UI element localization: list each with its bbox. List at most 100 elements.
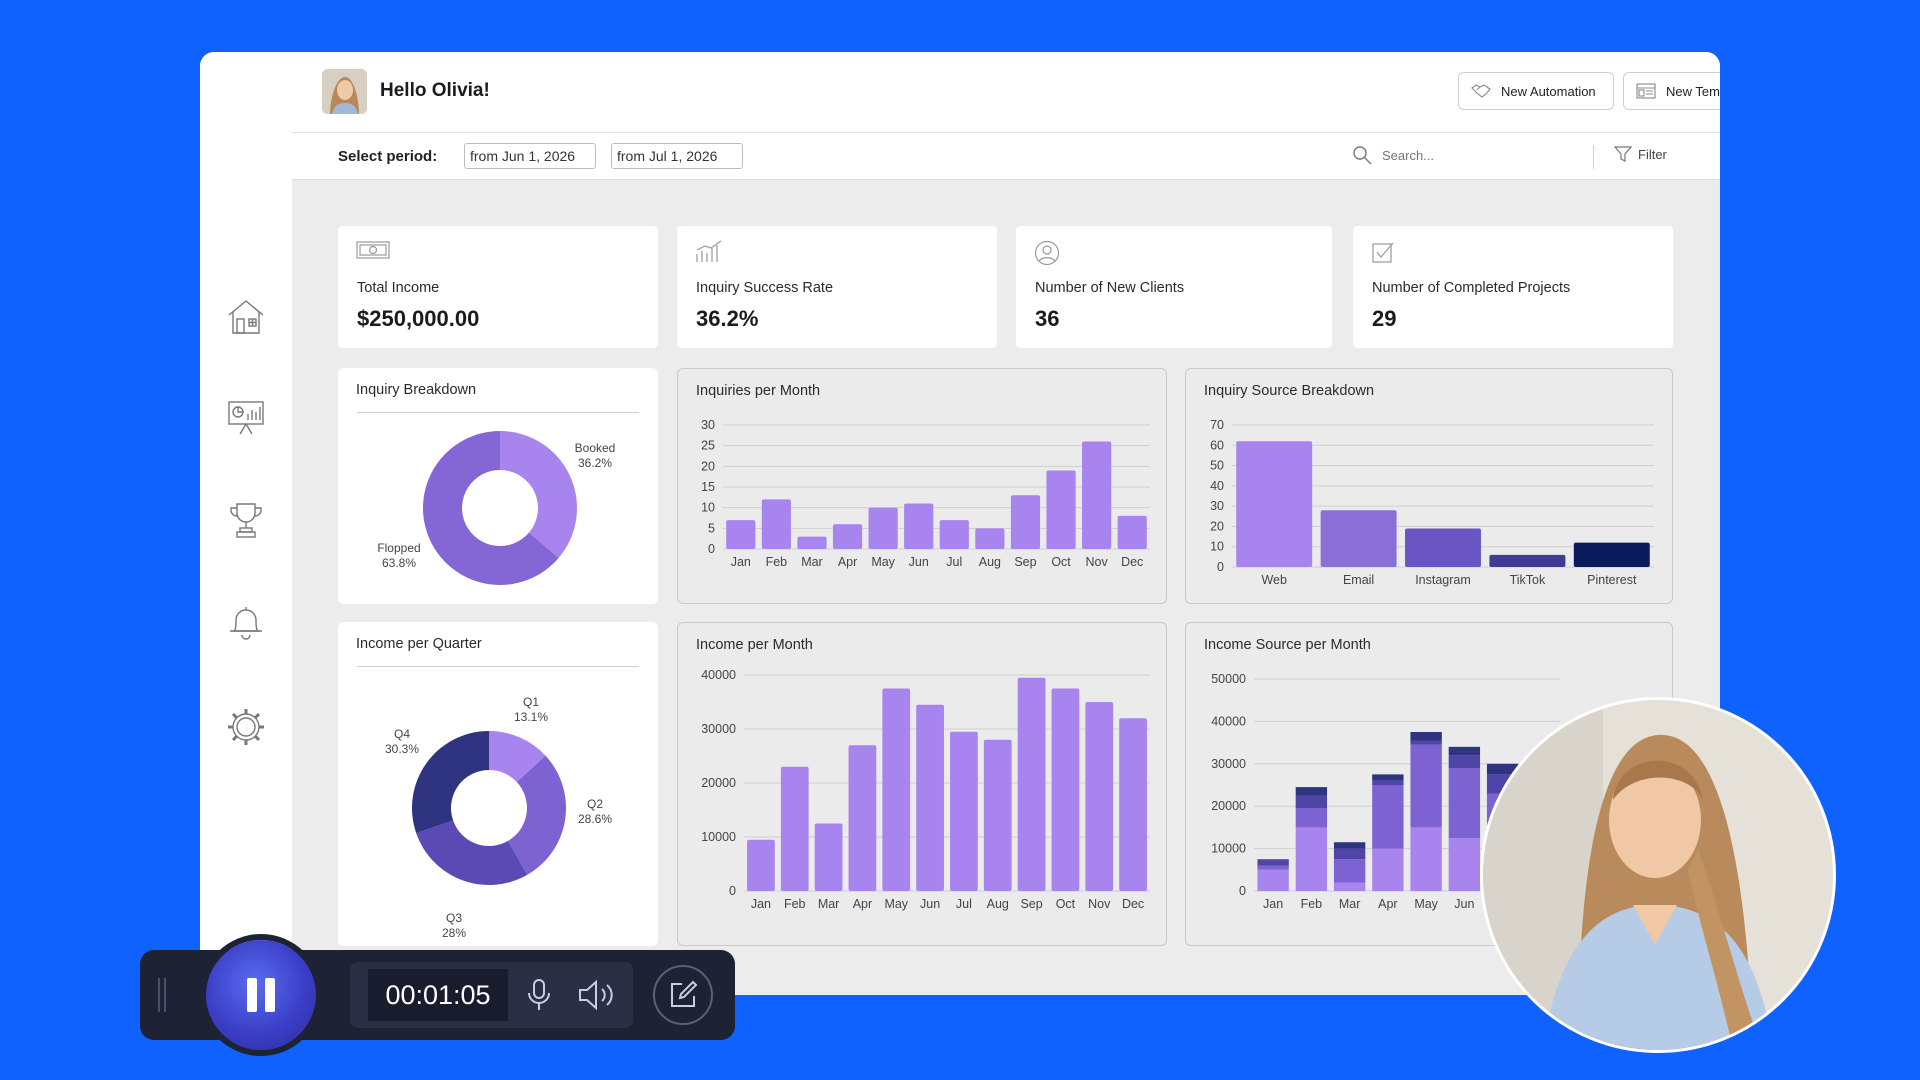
x-tick-label: Pinterest [1587,573,1637,587]
x-tick-label: Jun [920,897,940,911]
slice-value-label: 13.1% [514,710,548,724]
pie-slice [412,731,489,834]
bar [1117,515,1147,549]
bar [1082,441,1112,549]
new-template-button[interactable]: New Template [1623,72,1720,110]
x-tick-label: Jun [1454,897,1474,911]
slice-label: Q3 [446,911,462,925]
bar-segment [1257,859,1289,866]
y-tick-label: 10000 [701,830,736,844]
bar [1017,677,1046,891]
y-tick-label: 0 [1217,560,1224,574]
bar [1119,718,1147,891]
x-tick-label: Apr [838,555,857,569]
period-bar: Select period: Filter [292,133,1720,180]
x-tick-label: TikTok [1510,573,1546,587]
x-tick-label: Aug [987,897,1009,911]
y-tick-label: 20000 [701,776,736,790]
recorder-toolbar: 00:01:05 [140,940,735,1050]
y-tick-label: 20 [701,459,715,473]
y-tick-label: 10 [1210,540,1224,554]
x-tick-label: Feb [766,555,788,569]
x-tick-label: Jul [956,897,972,911]
annotate-button[interactable] [653,965,713,1025]
kpi-card-new-clients: Number of New Clients 36 [1016,226,1332,348]
y-tick-label: 25 [701,439,715,453]
bar-segment [1333,882,1366,891]
y-tick-label: 30 [1210,499,1224,513]
x-tick-label: Jan [751,897,771,911]
greeting: Hello Olivia! [380,80,490,101]
pause-button[interactable] [206,940,316,1050]
x-tick-label: Mar [1339,897,1361,911]
bar-segment [1372,848,1404,891]
filter-button[interactable]: Filter [1614,145,1667,163]
slice-label: Q2 [587,797,603,811]
kpi-label: Number of New Clients [1035,280,1185,296]
slice-label: Q4 [394,727,410,741]
y-tick-label: 5 [708,521,715,535]
gear-icon[interactable] [226,707,266,747]
kpi-label: Inquiry Success Rate [696,280,834,296]
y-tick-label: 20 [1210,519,1224,533]
filter-label: Filter [1638,146,1667,162]
presenter-image [1483,700,1833,1050]
search-box[interactable] [1352,145,1584,165]
x-tick-label: Sep [1014,555,1036,569]
money-icon [356,240,390,265]
y-tick-label: 40 [1210,479,1224,493]
bar [761,499,791,549]
period-label: Select period: [338,148,438,165]
x-tick-label: Mar [818,897,840,911]
chart-title: Inquiry Source Breakdown [1204,383,1375,399]
presentation-chart-icon[interactable] [226,398,266,438]
bar [1051,688,1080,891]
y-tick-label: 15 [701,480,715,494]
y-tick-label: 50 [1210,459,1224,473]
bar [726,520,756,549]
user-circle-icon [1034,240,1060,271]
x-tick-label: Dec [1122,897,1144,911]
period-to-input[interactable] [611,143,743,169]
y-tick-label: 0 [1239,884,1246,898]
y-tick-label: 0 [729,884,736,898]
slice-value-label: 28% [442,926,466,940]
new-automation-button[interactable]: New Automation [1458,72,1614,110]
pie-slice [489,731,546,783]
kpi-card-inquiry-success-rate: Inquiry Success Rate 36.2% [677,226,997,348]
bar [983,739,1012,891]
pie-slice [416,820,528,885]
x-tick-label: Nov [1086,555,1109,569]
chart-title: Inquiries per Month [696,383,821,399]
chart-card-income-per-month: Income per Month 0 10000 20000 30000 40000 Ja… [677,622,1167,946]
bar-segment [1372,785,1404,849]
x-tick-label: Oct [1056,897,1076,911]
edit-icon [671,980,698,1007]
avatar[interactable] [322,69,367,114]
webcam-overlay[interactable] [1480,697,1836,1053]
recording-timer: 00:01:05 [368,969,508,1021]
x-tick-label: Email [1343,573,1374,587]
y-tick-label: 30 [701,418,715,432]
bar-segment [1333,848,1366,860]
bar-segment [1333,859,1366,883]
speaker-button[interactable] [572,976,622,1014]
pie-slice [500,431,577,558]
x-tick-label: Web [1261,573,1287,587]
period-from-input[interactable] [464,143,596,169]
slice-value-label: 36.2% [578,456,612,470]
bar-segment [1448,755,1481,769]
trophy-icon[interactable] [226,500,266,540]
bell-icon[interactable] [226,603,266,643]
bar [1046,470,1076,549]
kpi-value: 29 [1372,306,1397,331]
home-icon[interactable] [226,297,266,337]
drag-handle[interactable] [158,978,166,1012]
search-input[interactable] [1380,146,1584,164]
x-tick-label: May [871,555,895,569]
bar [780,766,809,891]
microphone-button[interactable] [518,976,560,1014]
kpi-value: $250,000.00 [357,306,480,331]
bar [832,524,863,549]
